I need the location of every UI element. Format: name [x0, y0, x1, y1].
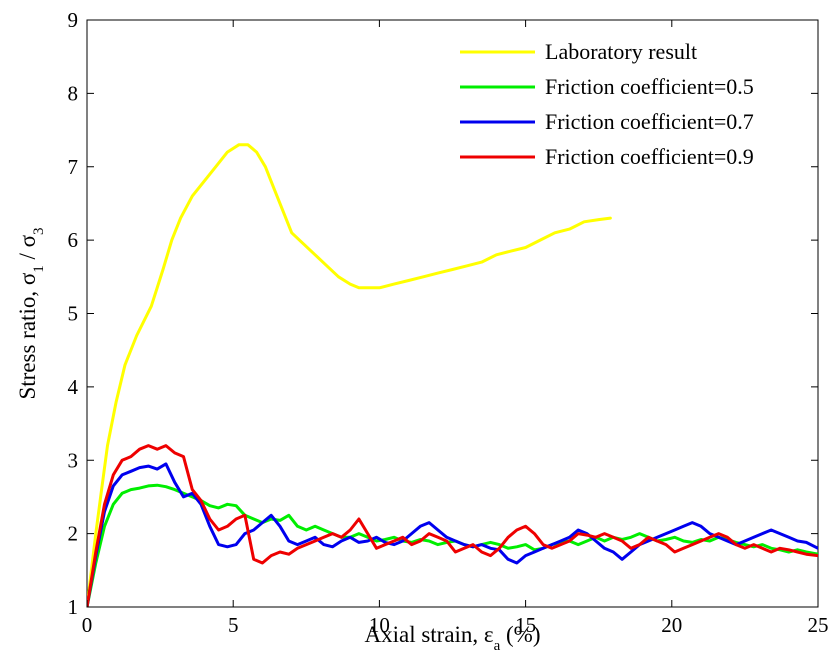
y-tick-label: 9 — [68, 8, 79, 32]
legend-label-1: Laboratory result — [545, 39, 697, 64]
y-tick-label: 3 — [68, 448, 79, 472]
y-tick-label: 4 — [68, 375, 79, 399]
series-line-4 — [87, 444, 818, 607]
y-tick-label: 2 — [68, 522, 79, 546]
x-tick-label: 20 — [661, 613, 682, 637]
legend: Laboratory result Friction coefficient=0.… — [460, 39, 754, 169]
legend-label-2: Friction coefficient=0.5 — [545, 74, 754, 99]
x-tick-label: 5 — [228, 613, 239, 637]
y-tick-label: 6 — [68, 228, 79, 252]
x-tick-label: 0 — [82, 613, 93, 637]
x-axis-title: Axial strain, εa (%) — [364, 622, 540, 654]
legend-label-4: Friction coefficient=0.9 — [545, 144, 754, 169]
legend-label-3: Friction coefficient=0.7 — [545, 109, 754, 134]
series-line-2 — [87, 483, 818, 607]
y-tick-label: 7 — [68, 155, 79, 179]
axis-ticks: 0 5 10 15 20 25 1 2 3 4 5 6 7 8 9 — [68, 8, 829, 637]
x-tick-label: 25 — [808, 613, 829, 637]
y-tick-label: 1 — [68, 595, 79, 619]
series-line-1 — [87, 143, 612, 607]
y-tick-label: 5 — [68, 302, 79, 326]
y-axis-title: Stress ratio, σ1 / σ3 — [15, 227, 47, 399]
series-group — [87, 143, 818, 607]
x-tick-label: 10 — [369, 613, 390, 637]
x-tick-label: 15 — [515, 613, 536, 637]
y-tick-label: 8 — [68, 81, 79, 105]
series-line-3 — [87, 462, 818, 607]
